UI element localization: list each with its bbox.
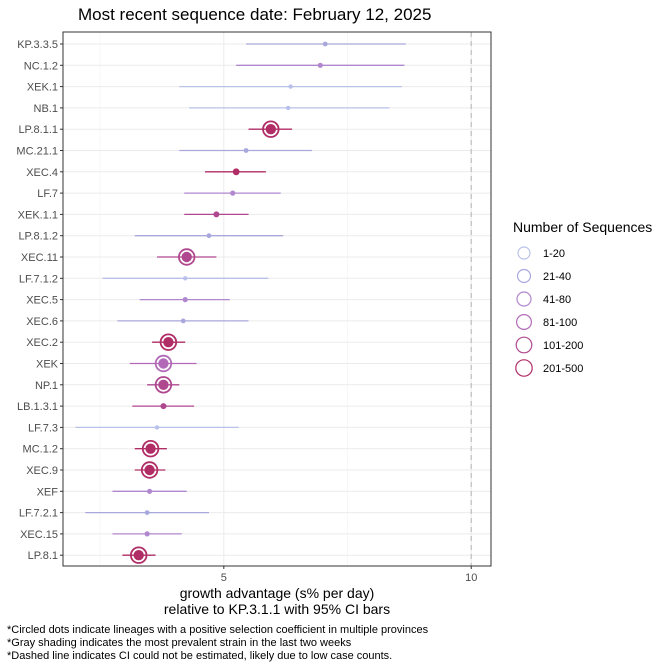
- x-axis-label-line1: growth advantage (s% per day): [180, 585, 375, 601]
- point-XEC.11: [181, 251, 192, 263]
- y-tick-label-LF.7.3: LF.7.3: [28, 422, 58, 434]
- y-tick-label-NC.1.2: NC.1.2: [24, 60, 58, 72]
- plot-panel: [63, 32, 491, 566]
- legend-ring-201-500: [515, 359, 533, 377]
- plot-panel-border: [62, 31, 492, 567]
- selection-ring-XEC.2: [159, 333, 178, 351]
- y-tick-label-NB.1: NB.1: [34, 103, 58, 115]
- point-XEC.4: [232, 168, 240, 176]
- y-tick-label-XEC.2: XEC.2: [26, 337, 58, 349]
- y-tick-label-LP.8.1: LP.8.1: [28, 550, 58, 562]
- y-tick-label-NP.1: NP.1: [35, 380, 58, 392]
- point-LF.7.1.2: [183, 276, 188, 281]
- point-LF.7: [230, 190, 236, 196]
- selection-ring-LP.8.1.1: [262, 120, 280, 138]
- legend-label-81-100: 81-100: [543, 317, 577, 329]
- point-MC.21.1: [243, 148, 249, 153]
- legend: Number of Sequences 1-20 21-40 41-80 81-100…: [513, 219, 652, 377]
- x-tick-label: 10: [465, 572, 477, 584]
- selection-ring-XEK: [154, 354, 173, 373]
- point-KP.3.3.5: [322, 41, 328, 47]
- y-tick-label-MC.1.2: MC.1.2: [23, 444, 58, 456]
- point-XEF: [146, 488, 153, 494]
- y-tick-label-MC.21.1: MC.21.1: [16, 146, 58, 158]
- y-tick-label-XEC.15: XEC.15: [20, 529, 58, 541]
- footnote-dashed-line: *Dashed line indicates CI could not be e…: [7, 650, 393, 662]
- selection-ring-MC.1.2: [141, 440, 160, 458]
- legend-ring-41-80: [516, 291, 532, 307]
- legend-label-101-200: 101-200: [543, 340, 583, 352]
- legend-label-1-20: 1-20: [543, 248, 565, 260]
- selection-ring-XEC.11: [177, 248, 196, 266]
- point-LP.8.1.2: [206, 233, 212, 239]
- selection-ring-LP.8.1: [130, 546, 148, 564]
- point-NB.1: [285, 105, 291, 111]
- point-XEK.1: [288, 84, 293, 89]
- point-XEC.6: [180, 318, 186, 324]
- x-tick-labels: 5 10: [221, 566, 477, 584]
- legend-label-41-80: 41-80: [543, 294, 571, 306]
- y-tick-label-XEC.6: XEC.6: [26, 316, 58, 328]
- y-tick-label-XEC.5: XEC.5: [26, 295, 58, 307]
- point-LP.8.1.1: [265, 124, 277, 135]
- data-marks: [75, 41, 406, 564]
- point-XEC.5: [182, 297, 188, 303]
- legend-ring-1-20: [517, 246, 531, 260]
- x-axis-label-line2: relative to KP.3.1.1 with 95% CI bars: [164, 601, 390, 617]
- point-LF.7.2.1: [144, 510, 150, 515]
- y-tick-label-XEK: XEK: [36, 359, 59, 371]
- point-XEK.1.1: [213, 211, 220, 218]
- legend-ring-81-100: [515, 314, 532, 331]
- y-tick-label-XEK.1.1: XEK.1.1: [18, 209, 58, 221]
- point-XEC.9: [144, 464, 155, 476]
- point-NC.1.2: [317, 62, 323, 68]
- legend-label-21-40: 21-40: [543, 271, 571, 283]
- legend-ring-21-40: [516, 268, 532, 284]
- y-tick-label-XEK.1: XEK.1: [27, 82, 58, 94]
- point-NP.1: [158, 379, 169, 390]
- y-tick-label-LF.7: LF.7: [37, 188, 58, 200]
- selection-ring-NP.1: [154, 376, 173, 394]
- legend-title: Number of Sequences: [513, 219, 652, 235]
- y-tick-label-LP.8.1.2: LP.8.1.2: [18, 231, 58, 243]
- y-tick-label-XEC.4: XEC.4: [26, 167, 58, 179]
- legend-ring-101-200: [515, 336, 533, 354]
- point-XEK: [158, 358, 169, 369]
- y-tick-label-KP.3.3.5: KP.3.3.5: [17, 39, 58, 51]
- point-LF.7.3: [154, 425, 160, 430]
- point-LP.8.1: [133, 550, 144, 561]
- footnote-gray-shading: *Gray shading indicates the most prevale…: [7, 637, 352, 649]
- y-tick-label-LB.1.3.1: LB.1.3.1: [17, 401, 58, 413]
- footnote-circled: *Circled dots indicate lineages with a p…: [7, 624, 429, 636]
- point-MC.1.2: [145, 443, 156, 454]
- point-XEC.2: [163, 337, 174, 348]
- x-tick-label: 5: [221, 572, 227, 584]
- y-tick-labels: KP.3.3.5 NC.1.2 XEK.1 NB.1 LP.8.1.1 MC.21.1 XE…: [16, 39, 63, 562]
- y-tick-label-XEC.11: XEC.11: [21, 252, 58, 264]
- footnotes: *Circled dots indicate lineages with a p…: [7, 624, 607, 663]
- y-tick-label-LP.8.1.1: LP.8.1.1: [18, 124, 58, 136]
- y-tick-label-LF.7.1.2: LF.7.1.2: [19, 273, 58, 285]
- chart-title: Most recent sequence date: February 12, …: [78, 5, 431, 24]
- y-tick-label-LF.7.2.1: LF.7.2.1: [19, 508, 58, 520]
- legend-label-201-500: 201-500: [543, 363, 583, 375]
- point-LB.1.3.1: [160, 403, 167, 410]
- legend-entries: 1-20 21-40 41-80 81-100 101-200 201-500: [515, 246, 583, 377]
- point-XEC.15: [144, 531, 150, 537]
- y-tick-label-XEF: XEF: [37, 486, 59, 498]
- selection-ring-XEC.9: [140, 461, 159, 479]
- y-tick-label-XEC.9: XEC.9: [26, 465, 58, 477]
